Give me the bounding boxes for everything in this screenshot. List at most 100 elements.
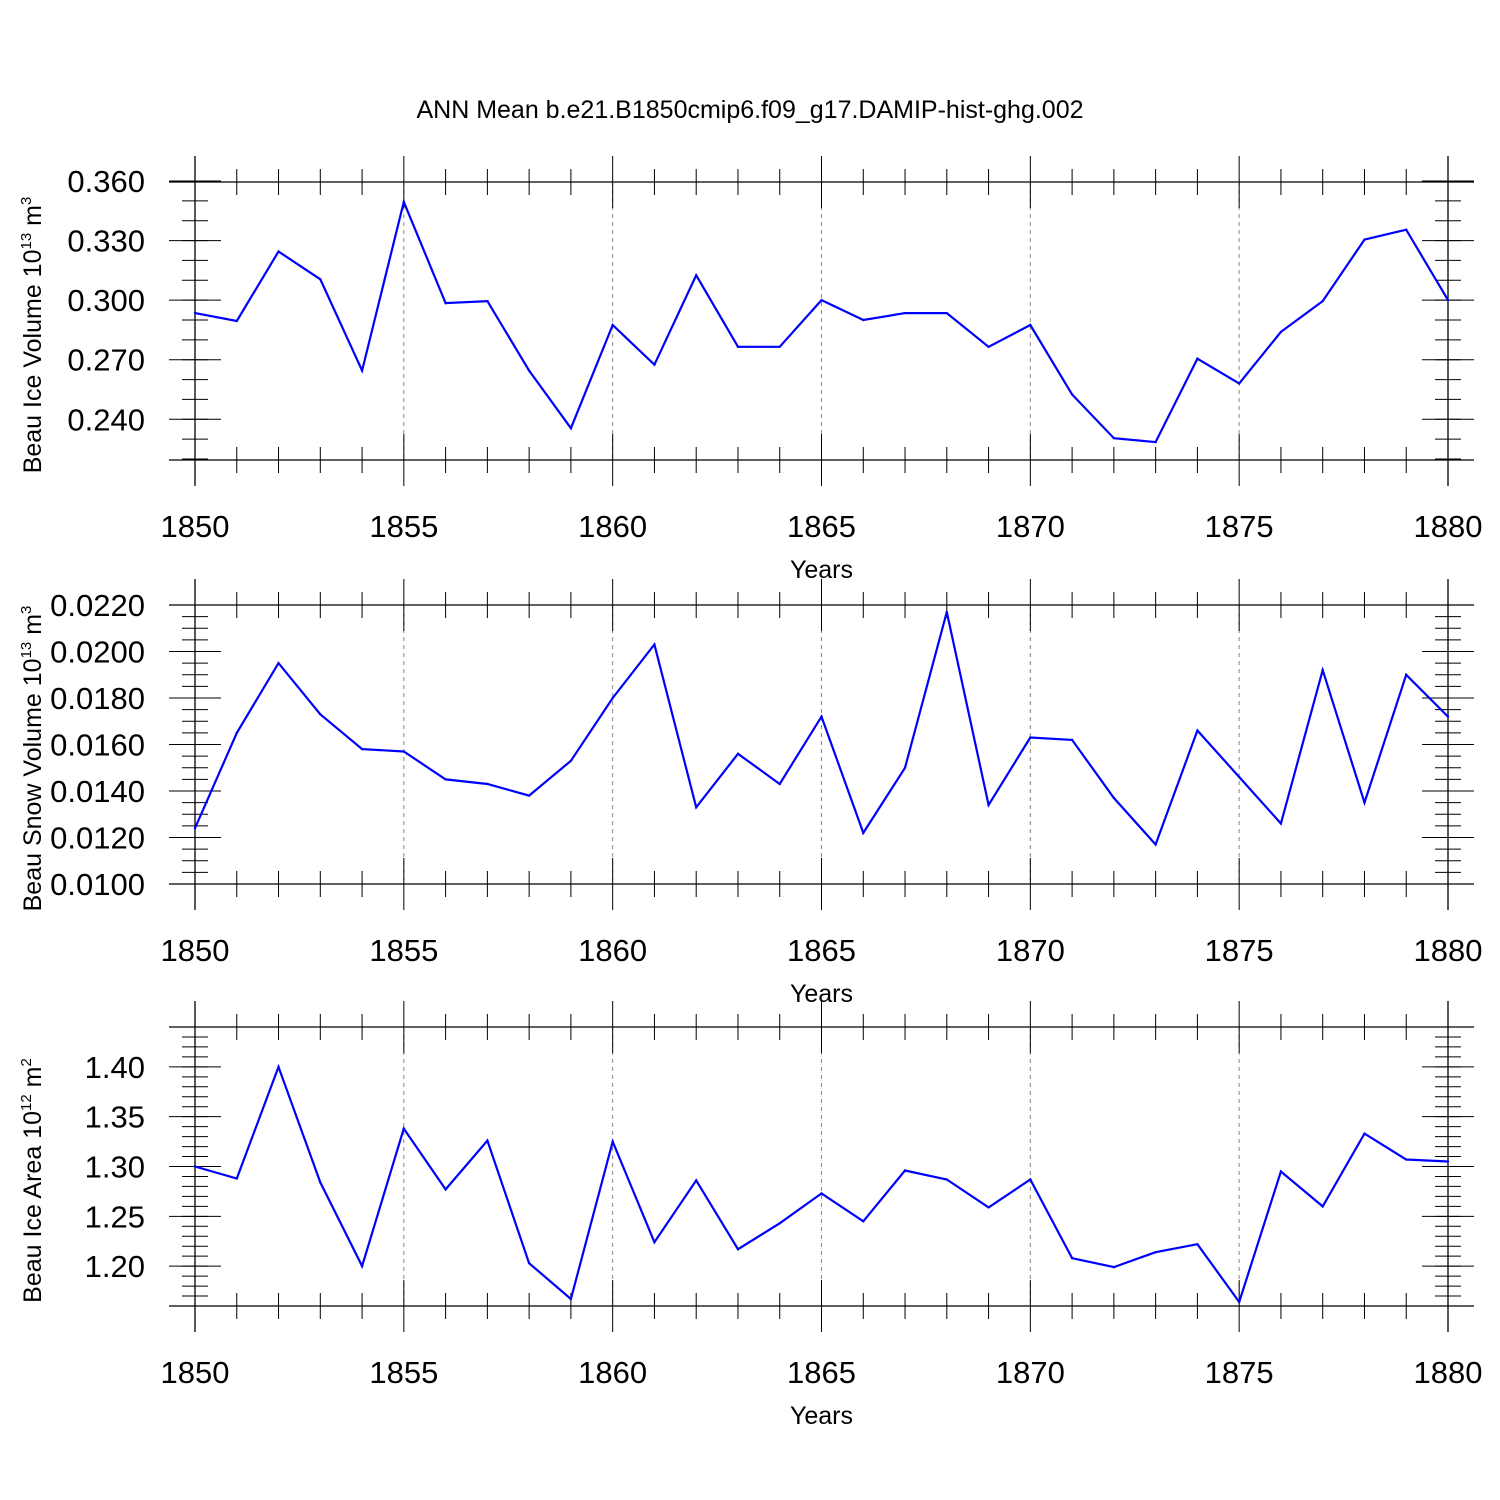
y-tick-label: 0.0200 [50, 635, 145, 670]
data-point [569, 1297, 573, 1301]
data-point [1237, 775, 1241, 779]
data-point [527, 1261, 531, 1265]
chart-title: ANN Mean b.e21.B1850cmip6.f09_g17.DAMIP-… [416, 96, 1083, 124]
y-tick-label: 0.270 [67, 343, 145, 378]
data-point [736, 1248, 740, 1251]
data-point [945, 1178, 948, 1181]
data-point [235, 1177, 238, 1180]
data-point [360, 1264, 364, 1268]
x-tick-label: 1850 [161, 1355, 230, 1390]
data-point [486, 1139, 489, 1142]
data-point [402, 1127, 406, 1130]
panel-bottom: 1.20 1.25 1.30 1.35 1.40 1850 1855 1860 1865 1870… [18, 1001, 1482, 1430]
x-tick-label: 1860 [578, 509, 647, 544]
data-point [402, 200, 406, 204]
y-tick-label: 0.240 [67, 402, 145, 437]
data-point [695, 274, 698, 277]
x-axis-label: Years [790, 1402, 853, 1430]
data-point [1321, 668, 1324, 672]
y-tick-label: 1.40 [85, 1050, 145, 1085]
x-tick-label: 1865 [787, 1355, 856, 1390]
y-tick-label: 1.30 [85, 1150, 145, 1185]
data-point [736, 345, 740, 349]
data-point [820, 715, 823, 718]
data-point [277, 250, 280, 253]
x-tick-label: 1870 [996, 1355, 1065, 1390]
y-tick-label: 0.0180 [50, 681, 145, 716]
data-point [1112, 1265, 1116, 1269]
data-point [1196, 1243, 1199, 1246]
data-point [527, 369, 531, 372]
data-point [1112, 436, 1116, 440]
data-point [444, 778, 447, 781]
data-point [277, 661, 280, 665]
data-point [1029, 1178, 1032, 1181]
data-point [862, 1220, 865, 1223]
x-tick-label: 1850 [161, 509, 230, 544]
data-point [778, 345, 781, 349]
x-tick-label: 1875 [1205, 1355, 1274, 1390]
data-point [1070, 738, 1074, 742]
data-point [1070, 393, 1074, 396]
data-point [1321, 299, 1324, 303]
data-point [486, 299, 489, 303]
data-point [319, 278, 322, 281]
data-point [695, 806, 698, 809]
data-point [1196, 357, 1199, 360]
data-point [862, 318, 865, 322]
data-point [1237, 382, 1241, 385]
data-point [569, 427, 573, 430]
x-tick-label: 1865 [787, 509, 856, 544]
y-axis-label: Beau Ice Volume 1013 m3 [18, 197, 47, 474]
panel-middle: 0.0100 0.0120 0.0140 0.0160 0.0180 0.0200 0.02… [18, 579, 1482, 1008]
y-tick-label: 1.20 [85, 1249, 145, 1284]
x-tick-label: 1855 [369, 933, 438, 968]
x-tick-label: 1875 [1205, 933, 1274, 968]
data-point [193, 1165, 197, 1168]
y-tick-label: 0.360 [67, 164, 145, 199]
data-point [193, 311, 197, 315]
data-point [1446, 1160, 1450, 1163]
y-tick-label: 1.25 [85, 1199, 145, 1234]
data-point [653, 643, 656, 646]
data-point [1446, 715, 1450, 718]
panel-top: 0.240 0.270 0.300 0.330 0.360 1850 1855 1860 186… [18, 156, 1482, 584]
x-tick-label: 1870 [996, 933, 1065, 968]
data-point [903, 766, 907, 769]
data-point [1029, 323, 1032, 327]
y-tick-label: 0.0120 [50, 821, 145, 856]
data-point [987, 1206, 990, 1209]
y-tick-label: 1.35 [85, 1100, 145, 1135]
data-point [653, 1241, 656, 1244]
data-point [1446, 298, 1450, 302]
data-point [1279, 1170, 1283, 1173]
data-point [778, 782, 781, 786]
data-point [1154, 1250, 1157, 1254]
data-point [277, 1065, 280, 1069]
data-point [903, 1169, 907, 1172]
data-point [1321, 1205, 1324, 1208]
x-tick-label: 1875 [1205, 509, 1274, 544]
data-point [695, 1179, 698, 1182]
x-tick-label: 1880 [1414, 1355, 1483, 1390]
x-tick-label: 1850 [161, 933, 230, 968]
data-point [1363, 238, 1366, 241]
data-point [653, 363, 656, 366]
data-point [1363, 1132, 1366, 1135]
x-tick-label: 1855 [369, 509, 438, 544]
x-tick-label: 1880 [1414, 509, 1483, 544]
data-point [235, 731, 238, 735]
data-point [1029, 736, 1032, 739]
data-point [1237, 1300, 1241, 1304]
data-point [319, 1181, 322, 1184]
data-point [1405, 673, 1408, 676]
data-point [444, 301, 447, 305]
data-point [527, 794, 531, 797]
data-point [945, 311, 948, 315]
data-point [903, 311, 907, 315]
x-tick-label: 1860 [578, 933, 647, 968]
data-point [1405, 1158, 1408, 1161]
data-point [235, 319, 238, 323]
data-point [1154, 843, 1157, 846]
data-point [1196, 729, 1199, 732]
